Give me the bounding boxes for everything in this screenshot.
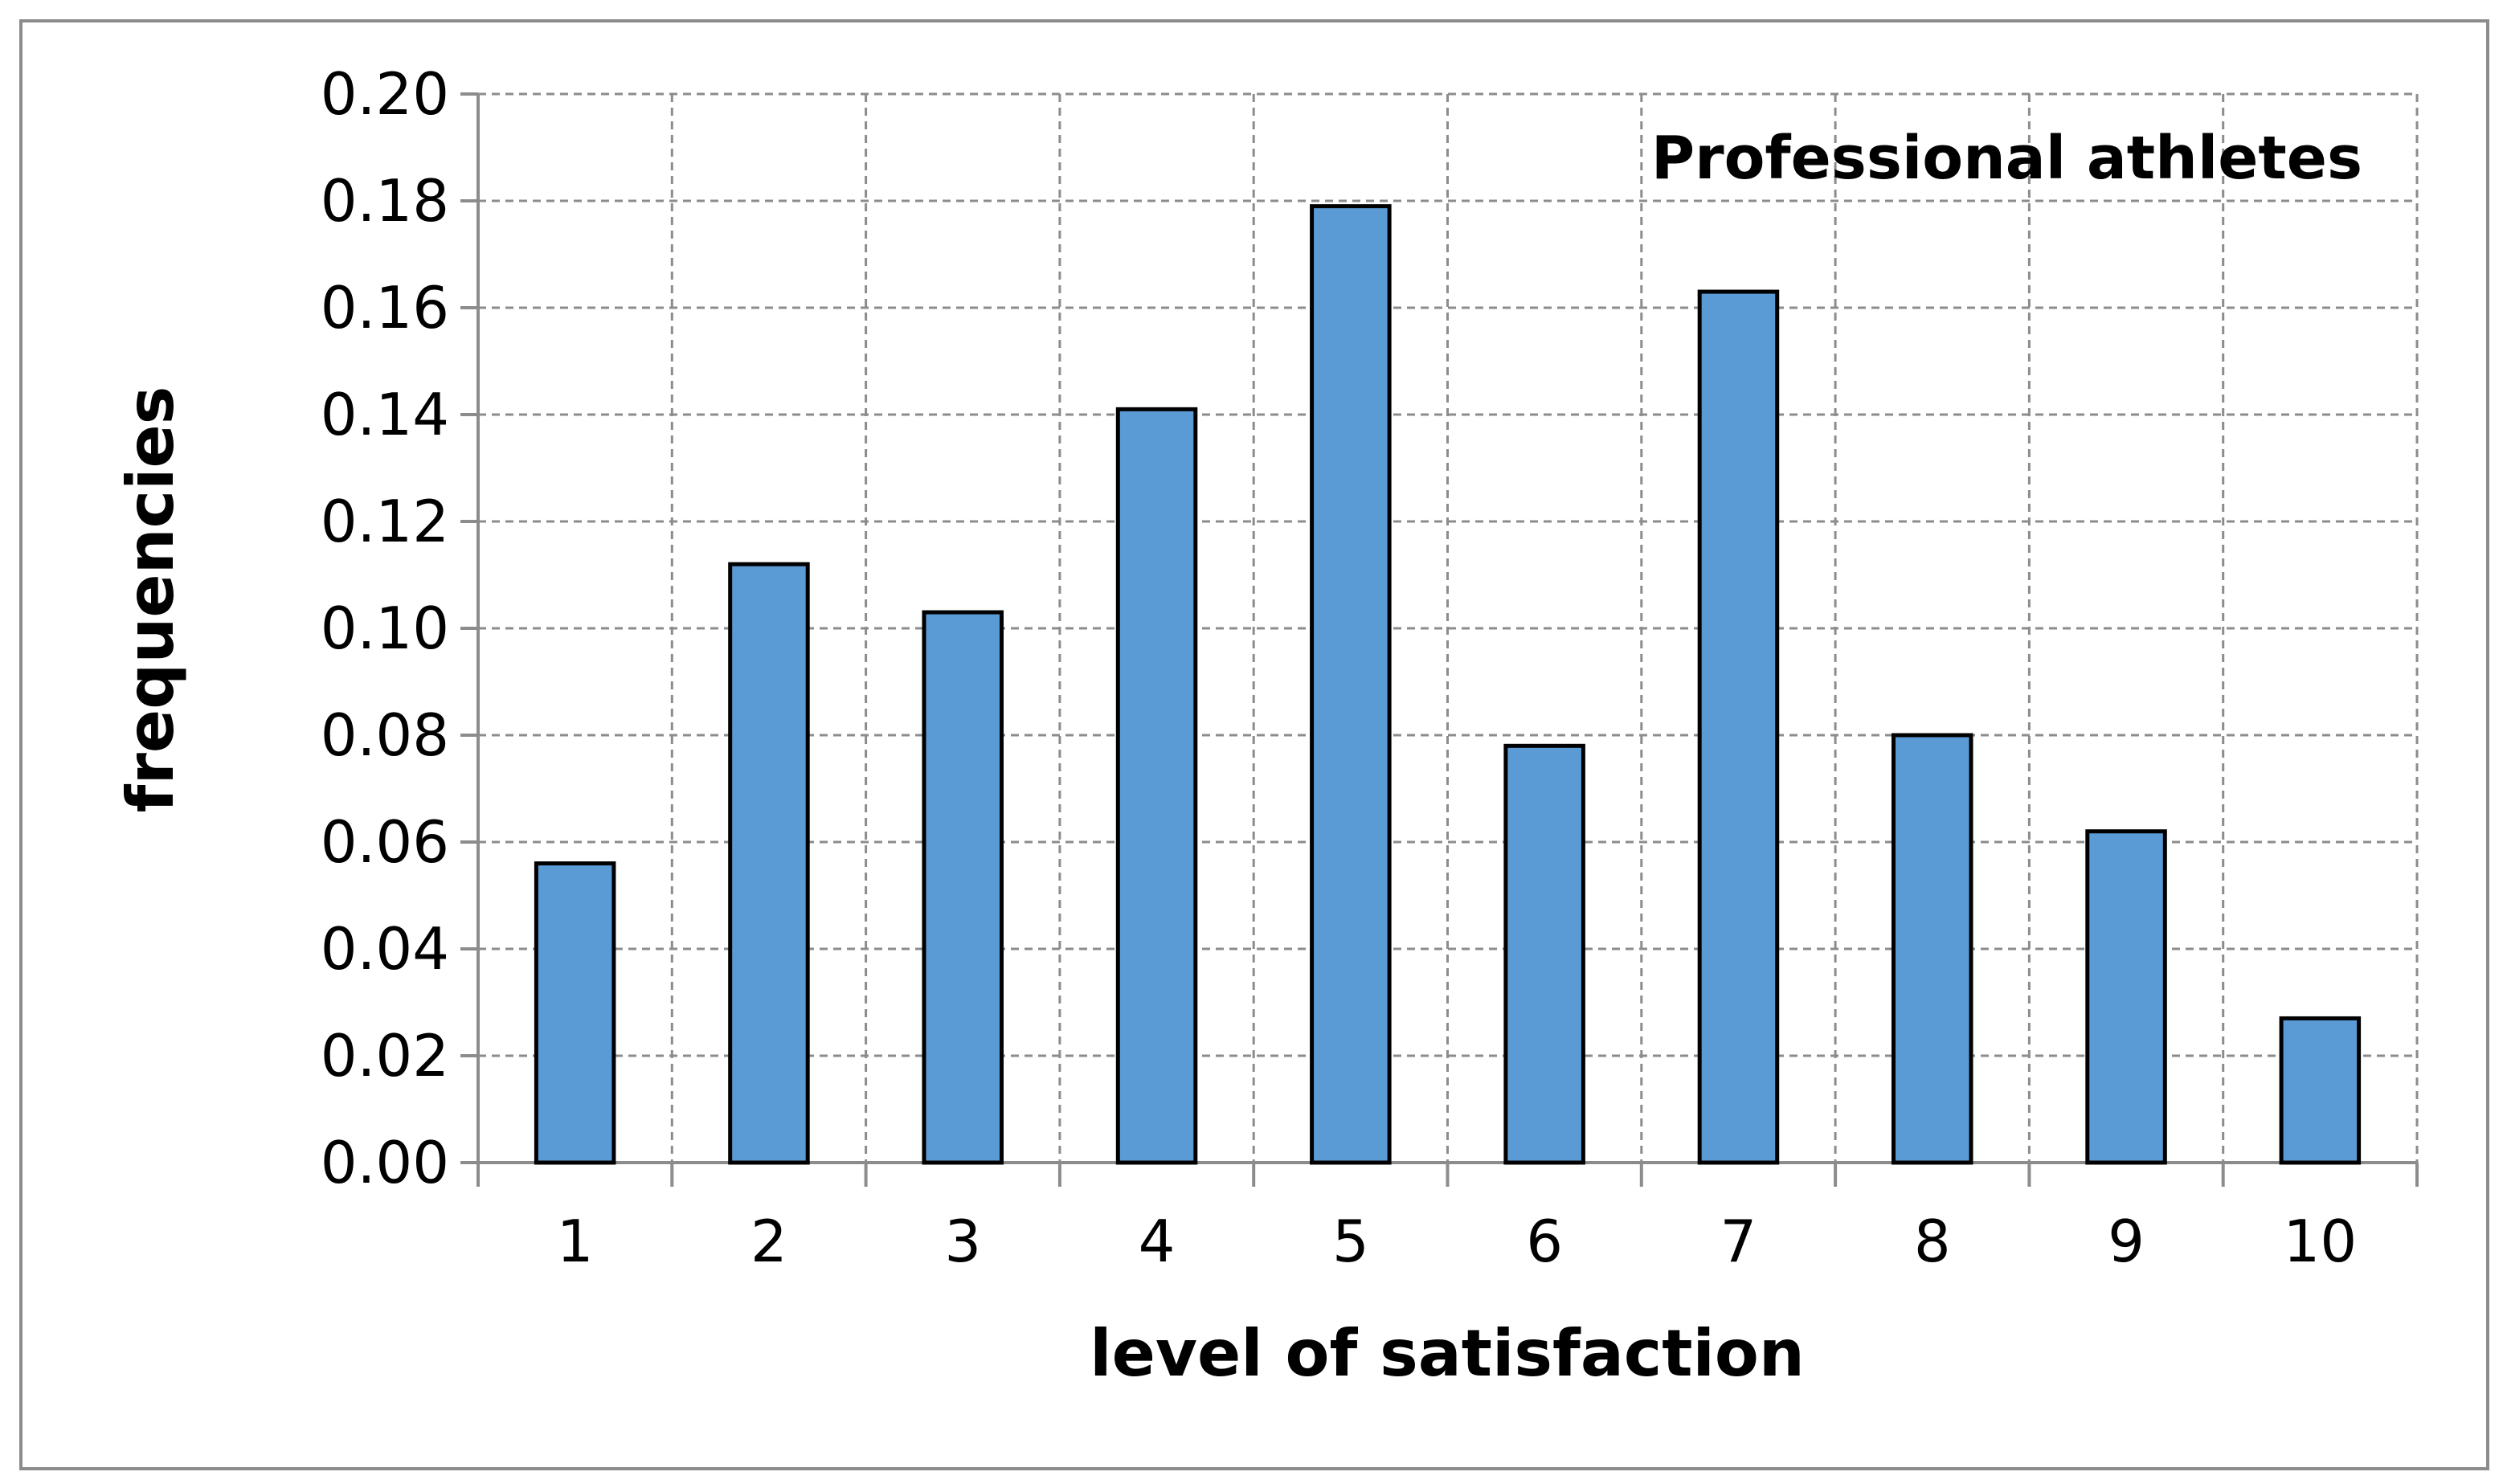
bar xyxy=(1310,204,1392,1165)
bar xyxy=(922,610,1004,1165)
x-tick-label: 6 xyxy=(1526,1208,1563,1275)
bar xyxy=(1115,407,1198,1165)
y-tick-label: 0.00 xyxy=(321,1129,449,1196)
y-tick-label: 0.06 xyxy=(321,808,449,876)
x-tick-label: 5 xyxy=(1332,1208,1369,1275)
bar xyxy=(1697,289,1780,1165)
bar xyxy=(2085,829,2167,1165)
y-tick-label: 0.16 xyxy=(321,274,449,341)
y-tick-labels: 0.00 0.02 0.04 0.06 0.08 0.10 0.12 0.14 0.16 0.18… xyxy=(321,60,449,1196)
y-tick-label: 0.08 xyxy=(321,701,449,769)
y-tick-label: 0.04 xyxy=(321,915,449,983)
y-tick-label: 0.10 xyxy=(321,595,449,662)
x-axis-title: level of satisfaction xyxy=(1090,1316,1805,1391)
y-tick-label: 0.12 xyxy=(321,488,449,555)
x-tick-label: 9 xyxy=(2108,1208,2145,1275)
bars xyxy=(534,204,2362,1165)
bar xyxy=(1503,743,1585,1165)
bar xyxy=(2279,1016,2362,1165)
y-tick-label: 0.14 xyxy=(321,381,449,448)
chart-annotation: Professional athletes xyxy=(1651,124,2362,193)
y-tick-label: 0.02 xyxy=(321,1022,449,1089)
x-tick-label: 1 xyxy=(557,1208,594,1275)
x-tick-label: 4 xyxy=(1139,1208,1176,1275)
y-axis-title: frequencies xyxy=(113,386,188,813)
bar xyxy=(728,562,810,1165)
x-tick-label: 7 xyxy=(1720,1208,1757,1275)
x-tick-label: 8 xyxy=(1914,1208,1951,1275)
x-tick-labels: 1 2 3 4 5 6 7 8 9 10 xyxy=(557,1208,2357,1275)
bar xyxy=(534,861,616,1165)
x-tick-label: 3 xyxy=(944,1208,981,1275)
bar xyxy=(1891,733,1973,1165)
x-tick-label: 2 xyxy=(750,1208,787,1275)
y-tick-label: 0.20 xyxy=(321,60,449,128)
x-tick-label: 10 xyxy=(2284,1208,2358,1275)
y-tick-label: 0.18 xyxy=(321,167,449,235)
